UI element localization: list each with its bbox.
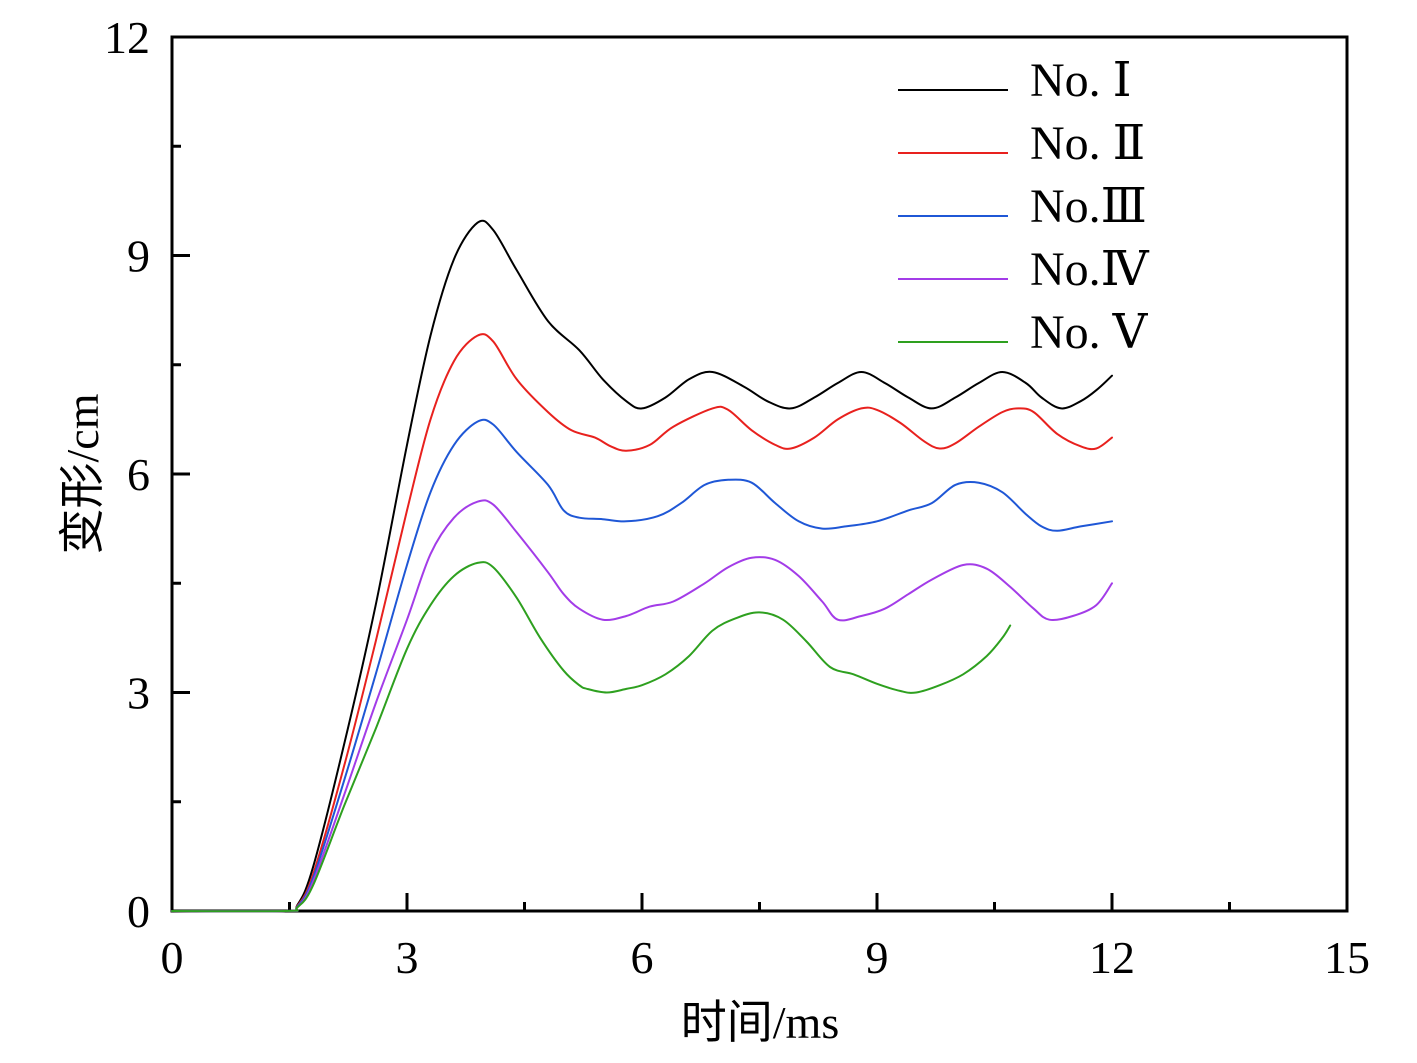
- x-tick-label: 0: [161, 932, 184, 983]
- y-tick-label: 6: [127, 449, 150, 500]
- legend: No. Ⅰ No. Ⅱ No.Ⅲ No.Ⅳ No. Ⅴ: [898, 54, 1150, 359]
- x-axis-title: 时间/ms: [681, 997, 839, 1048]
- legend-label-5: No. Ⅴ: [1030, 306, 1149, 359]
- series-lines: [171, 219, 1113, 913]
- y-tick-label: 9: [127, 231, 150, 282]
- y-tick-label: 0: [127, 886, 150, 937]
- y-tick-label: 12: [104, 12, 150, 63]
- x-tick-label: 12: [1089, 932, 1135, 983]
- series-line-4: [171, 499, 1113, 913]
- series-line-1: [171, 219, 1113, 913]
- x-tick-label: 15: [1324, 932, 1370, 983]
- series-line-3: [171, 418, 1113, 913]
- legend-label-4: No.Ⅳ: [1030, 243, 1150, 296]
- y-axis-title: 变形/cm: [57, 393, 108, 554]
- legend-label-3: No.Ⅲ: [1030, 180, 1147, 233]
- series-line-5: [171, 561, 1012, 913]
- y-tick-label: 3: [127, 668, 150, 719]
- legend-label-2: No. Ⅱ: [1030, 117, 1145, 170]
- plot-frame: [170, 35, 1349, 913]
- x-tick-label: 3: [396, 932, 419, 983]
- series-line-2: [171, 333, 1113, 913]
- axis-ticks: [172, 144, 1231, 911]
- legend-label-1: No. Ⅰ: [1030, 54, 1132, 107]
- axis-tick-labels: 0 3 6 9 12 15 0 3 6 9 12: [104, 12, 1370, 983]
- x-tick-label: 9: [866, 932, 889, 983]
- x-tick-label: 6: [631, 932, 654, 983]
